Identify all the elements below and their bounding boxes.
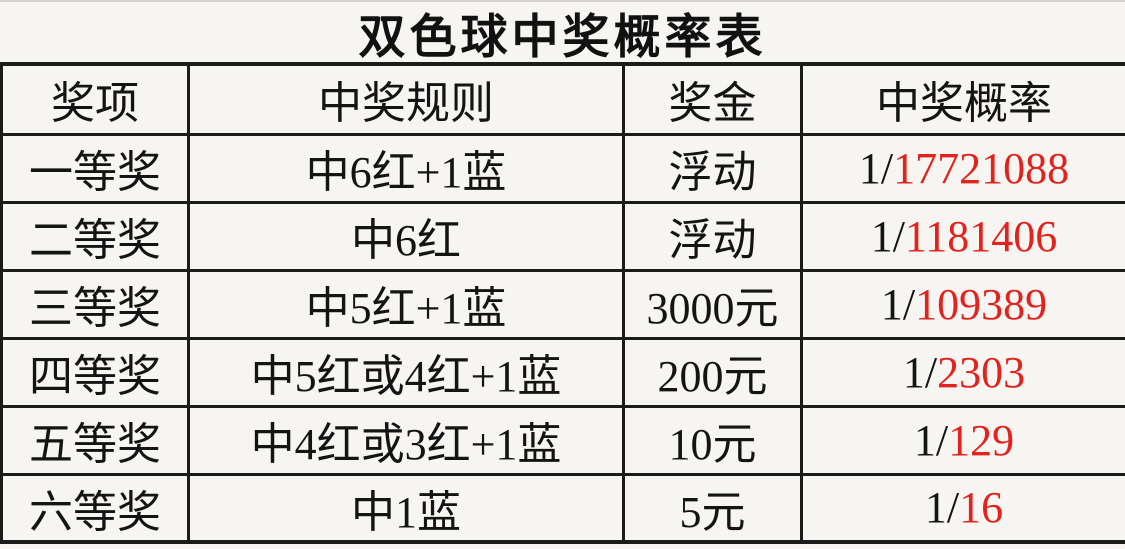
- table-row: 三等奖 中5红+1蓝 3000元 1/109389: [0, 268, 1125, 340]
- probability-cell: 1/109389: [800, 268, 1125, 340]
- probability-prefix: 1/: [902, 347, 938, 397]
- prize-cell: 五等奖: [0, 404, 190, 476]
- probability-prefix: 1/: [913, 415, 949, 465]
- prize-cell: 一等奖: [0, 132, 190, 204]
- rule-cell: 中5红+1蓝: [187, 268, 625, 340]
- header-amount: 奖金: [622, 62, 803, 136]
- probability-cell: 1/129: [800, 404, 1125, 476]
- page-title: 双色球中奖概率表: [358, 11, 767, 64]
- amount-cell: 200元: [622, 336, 803, 408]
- probability-prefix: 1/: [880, 279, 916, 329]
- header-probability: 中奖概率: [800, 62, 1125, 136]
- rule-cell: 中6红+1蓝: [187, 132, 625, 204]
- probability-value: 2303: [937, 347, 1026, 397]
- probability-prefix: 1/: [924, 483, 960, 533]
- rule-cell: 中6红: [187, 200, 625, 272]
- rule-cell: 中5红或4红+1蓝: [187, 336, 625, 408]
- probability-cell: 1/16: [800, 472, 1125, 544]
- probability-value: 16: [959, 483, 1004, 533]
- probability-value: 1181406: [904, 211, 1058, 261]
- prize-cell: 三等奖: [0, 268, 190, 340]
- probability-cell: 1/17721088: [800, 132, 1125, 204]
- amount-cell: 浮动: [622, 132, 803, 204]
- prize-cell: 四等奖: [0, 336, 190, 408]
- probability-prefix: 1/: [870, 211, 905, 261]
- amount-cell: 3000元: [622, 268, 803, 340]
- header-rule: 中奖规则: [187, 62, 625, 136]
- table-row: 五等奖 中4红或3红+1蓝 10元 1/129: [0, 404, 1125, 476]
- header-prize: 奖项: [0, 62, 190, 136]
- probability-cell: 1/2303: [800, 336, 1125, 408]
- amount-cell: 5元: [622, 472, 803, 544]
- probability-value: 109389: [915, 279, 1048, 329]
- prize-cell: 六等奖: [0, 472, 190, 544]
- rule-cell: 中4红或3红+1蓝: [187, 404, 625, 476]
- table-row: 六等奖 中1蓝 5元 1/16: [0, 472, 1125, 544]
- table-row: 一等奖 中6红+1蓝 浮动 1/17721088: [0, 132, 1125, 204]
- probability-table: 奖项 中奖规则 奖金 中奖概率 一等奖 中6红+1蓝 浮动 1/17721088…: [0, 62, 1125, 544]
- amount-cell: 浮动: [622, 200, 803, 272]
- table-row: 四等奖 中5红或4红+1蓝 200元 1/2303: [0, 336, 1125, 408]
- amount-cell: 10元: [622, 404, 803, 476]
- probability-prefix: 1/: [858, 143, 894, 193]
- table-row: 二等奖 中6红 浮动 1/1181406: [0, 200, 1125, 272]
- rule-cell: 中1蓝: [187, 472, 625, 544]
- probability-value: 129: [948, 415, 1015, 465]
- probability-cell: 1/1181406: [800, 200, 1125, 272]
- table-header-row: 奖项 中奖规则 奖金 中奖概率: [0, 62, 1125, 136]
- prize-cell: 二等奖: [0, 200, 190, 272]
- probability-value: 17721088: [893, 143, 1070, 193]
